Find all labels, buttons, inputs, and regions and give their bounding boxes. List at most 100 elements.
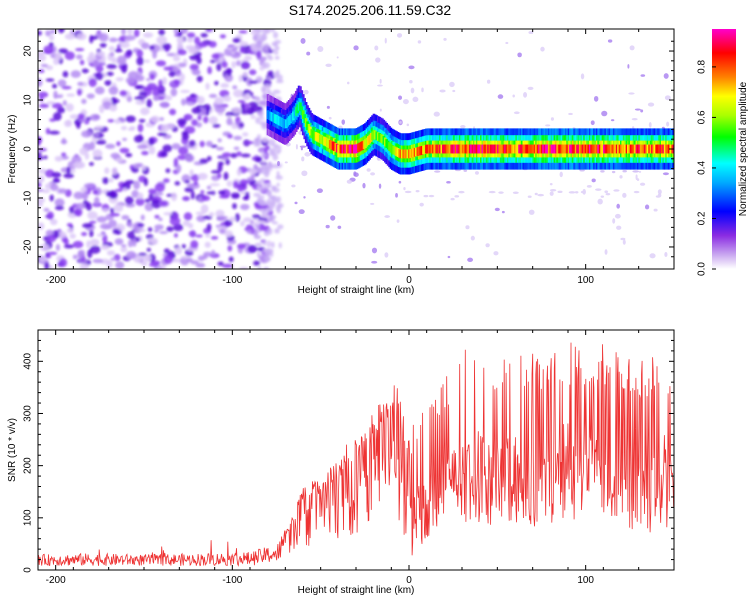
- ridge-cell: [396, 148, 400, 157]
- noise-blob: [136, 49, 144, 58]
- noise-blob: [55, 244, 61, 251]
- noise-blob: [205, 82, 210, 90]
- noise-blob: [81, 232, 88, 237]
- noise-blob: [79, 59, 85, 66]
- ridge-cell: [615, 144, 619, 154]
- noise-blob: [126, 250, 137, 260]
- noise-blob: [230, 192, 241, 198]
- ridge-cell: [634, 144, 637, 154]
- noise-blob: [203, 251, 212, 257]
- ridge-cell: [345, 144, 349, 154]
- noise-blob: [77, 81, 84, 86]
- ridge-cell: [376, 132, 380, 142]
- noise-blob: [144, 202, 154, 212]
- streak-blob: [622, 170, 627, 173]
- scatter-blob: [612, 218, 616, 224]
- ridge-cell: [470, 144, 473, 154]
- spectrogram-x-ticks: -200 -100 0 100: [37, 29, 675, 286]
- ridge-cell: [603, 144, 606, 154]
- ridge-cell: [658, 144, 661, 154]
- noise-blob: [143, 177, 149, 187]
- ridge-cell: [359, 141, 363, 151]
- noise-blob: [240, 203, 250, 211]
- noise-blob: [186, 247, 198, 252]
- scatter-blob: [517, 52, 522, 58]
- noise-blob: [180, 73, 185, 81]
- noise-blob: [120, 125, 128, 131]
- noise-blob: [102, 177, 109, 185]
- ridge-cell: [279, 117, 282, 127]
- noise-blob: [58, 188, 68, 194]
- noise-blob: [270, 29, 275, 33]
- ridge-cell: [584, 144, 588, 154]
- y-tick-label: 0: [23, 146, 34, 152]
- scatter-blob: [631, 117, 638, 121]
- noise-blob: [273, 51, 279, 55]
- ridge-cell: [591, 144, 595, 154]
- scatter-blob: [409, 80, 413, 84]
- scatter-blob: [640, 74, 646, 77]
- noise-blob: [200, 32, 208, 38]
- noise-blob: [66, 166, 71, 174]
- noise-blob: [159, 117, 165, 121]
- noise-blob: [257, 265, 262, 269]
- colorbar-label: Normalized spectral amplitude: [738, 81, 749, 216]
- streak-blob: [537, 193, 544, 197]
- colorbar-ticks: 0.0 0.2 0.4 0.6 0.8: [697, 60, 716, 276]
- ridge-cell: [426, 144, 429, 154]
- ridge-cell: [306, 121, 309, 131]
- noise-blob: [263, 266, 270, 269]
- noise-blob: [101, 208, 110, 212]
- noise-blob: [46, 101, 56, 105]
- ridge-cell: [581, 144, 585, 154]
- ridge-cell: [504, 144, 507, 154]
- scatter-blob: [485, 243, 490, 248]
- ridge-cell: [335, 143, 339, 153]
- noise-blob: [45, 78, 55, 82]
- ridge-cell: [484, 144, 487, 154]
- noise-blob: [59, 258, 68, 268]
- noise-blob: [186, 37, 194, 43]
- ridge-cell: [587, 144, 591, 154]
- noise-blob: [196, 95, 205, 105]
- noise-blob: [125, 152, 133, 158]
- noise-blob: [208, 40, 217, 48]
- noise-blob: [113, 203, 124, 213]
- noise-blob: [106, 250, 116, 256]
- noise-blob: [180, 255, 191, 259]
- noise-blob: [154, 214, 160, 219]
- ridge-cell: [464, 144, 468, 154]
- ridge-cell: [420, 145, 424, 155]
- noise-blob: [89, 141, 96, 151]
- noise-blob: [216, 173, 222, 179]
- noise-blob: [49, 130, 60, 135]
- scatter-blob: [374, 45, 379, 51]
- scatter-blob: [384, 252, 389, 258]
- scatter-blob: [450, 197, 455, 201]
- ridge-cell: [341, 144, 345, 154]
- noise-blob: [228, 256, 234, 263]
- scatter-blob: [330, 215, 336, 221]
- noise-blob: [148, 193, 154, 201]
- noise-blob: [136, 223, 145, 227]
- ridge-cell: [443, 144, 446, 154]
- scatter-blob: [291, 184, 296, 188]
- noise-blob: [49, 34, 55, 41]
- ridge-cell: [508, 144, 511, 154]
- noise-blob: [219, 215, 229, 220]
- ridge-cell: [342, 144, 346, 154]
- noise-blob: [87, 211, 98, 220]
- scatter-blob: [640, 109, 644, 113]
- noise-blob: [53, 112, 62, 121]
- ridge-cell: [574, 144, 578, 154]
- noise-blob: [127, 29, 133, 35]
- noise-blob: [253, 96, 261, 101]
- noise-blob: [138, 118, 146, 123]
- ridge-cell: [651, 144, 654, 154]
- ridge-cell: [388, 142, 391, 152]
- x-tick-label: 0: [406, 575, 412, 586]
- ridge-cell: [266, 110, 270, 120]
- noise-blob: [45, 30, 51, 37]
- noise-blob: [260, 188, 266, 193]
- noise-blob: [141, 42, 150, 50]
